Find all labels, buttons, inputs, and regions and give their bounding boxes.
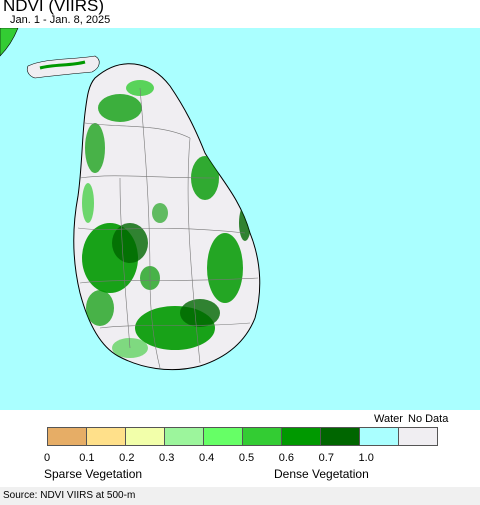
sri-lanka-ndvi-map [0, 28, 261, 371]
legend-swatch [359, 427, 399, 446]
map-panel [0, 28, 480, 410]
sri-lanka-island [73, 63, 261, 371]
legend-tick-label: 0.2 [119, 452, 135, 464]
legend-swatches [47, 427, 438, 446]
dense-vegetation-label: Dense Vegetation [274, 467, 369, 481]
source-text: Source: NDVI VIIRS at 500-m [3, 490, 136, 501]
legend-tick-label: 0.3 [159, 452, 175, 464]
legend-swatch [47, 427, 87, 446]
legend-tick-label: 0.4 [198, 452, 215, 464]
legend-swatch [242, 427, 282, 446]
legend-tick-label: 0.1 [79, 452, 95, 464]
sparse-vegetation-label: Sparse Vegetation [44, 467, 143, 481]
jaffna-peninsula [26, 55, 100, 79]
legend-water-label: Water [374, 413, 403, 425]
district-boundaries [77, 87, 259, 369]
legend-tick-label: 0 [43, 452, 51, 464]
india-coast [0, 28, 19, 57]
legend-nodata-label: No Data [408, 413, 449, 425]
map-title: NDVI (VIIRS) [3, 0, 105, 15]
legend: Water No Data 0 0.1 0.2 0.3 0.4 0.5 0.6 0.7 1.0 … [0, 410, 480, 485]
legend-swatch [164, 427, 204, 446]
legend-swatch [86, 427, 126, 446]
legend-swatch [398, 427, 438, 446]
legend-swatch [320, 427, 360, 446]
legend-swatch [125, 427, 165, 446]
footer: Source: NDVI VIIRS at 500-m [0, 487, 480, 505]
legend-swatch [203, 427, 243, 446]
date-range: Jan. 1 - Jan. 8, 2025 [10, 14, 111, 26]
legend-swatch [281, 427, 321, 446]
legend-tick-label: 0.7 [318, 452, 334, 464]
legend-tick-label: 0.5 [238, 452, 255, 464]
vegetation-patches [82, 80, 251, 358]
legend-tick-label: 0.6 [278, 452, 295, 464]
legend-tick-label: 1.0 [358, 452, 374, 464]
